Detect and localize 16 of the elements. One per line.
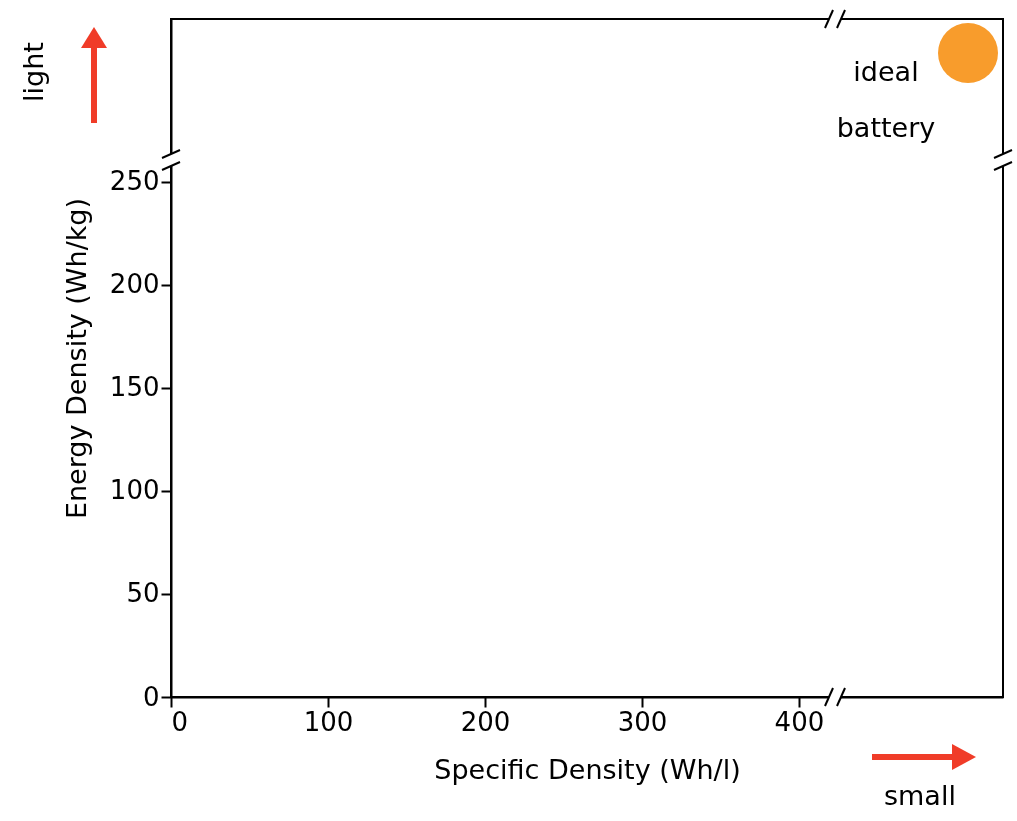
- y-tick-label: 250: [109, 166, 160, 197]
- y-axis-title: Energy Density (Wh/kg): [60, 197, 92, 520]
- y-tick-label: 150: [109, 372, 160, 403]
- y-tick-label: 0: [142, 681, 160, 712]
- x-tick-label: 100: [303, 706, 354, 737]
- x-tick-label: 400: [774, 706, 825, 737]
- y-tick-label: 50: [126, 578, 160, 609]
- x-tick-label: 300: [617, 706, 668, 737]
- x-tick-label: 200: [460, 706, 511, 737]
- text: small: [884, 780, 956, 811]
- y-tick-label: 100: [109, 475, 160, 506]
- text: light: [18, 42, 49, 102]
- x-axis-title: Specific Density (Wh/l): [434, 753, 741, 785]
- x-tick-label: 0: [171, 706, 189, 737]
- y-tick-label: 200: [109, 269, 160, 300]
- annotation: ideal battery: [835, 55, 937, 145]
